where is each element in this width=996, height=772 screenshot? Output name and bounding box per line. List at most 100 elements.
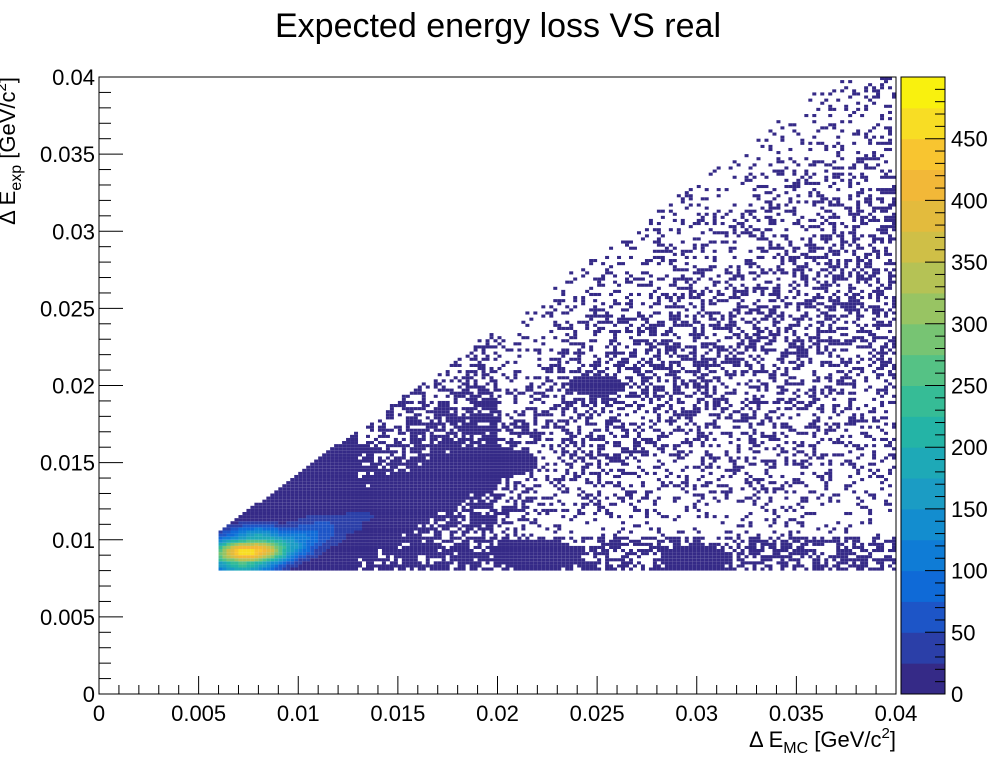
heatmap-cell <box>688 203 693 207</box>
heatmap-cell <box>346 450 351 454</box>
heatmap-cell <box>672 558 677 562</box>
heatmap-cell <box>413 545 418 549</box>
heatmap-cell <box>294 549 299 553</box>
heatmap-cell <box>696 493 701 497</box>
heatmap-cell <box>676 456 681 460</box>
heatmap-cell <box>712 564 717 568</box>
heatmap-cell <box>453 360 458 364</box>
heatmap-cell <box>362 524 366 528</box>
heatmap-cell <box>529 561 534 565</box>
heatmap-cell <box>501 471 506 475</box>
heatmap-cell <box>617 530 622 534</box>
heatmap-cell <box>350 549 355 553</box>
heatmap-cell <box>369 490 374 494</box>
heatmap-cell <box>553 363 558 367</box>
heatmap-cell <box>617 379 622 383</box>
heatmap-cell <box>629 305 633 309</box>
heatmap-cell <box>322 471 327 475</box>
heatmap-cell <box>397 471 402 475</box>
heatmap-cell <box>712 404 717 408</box>
heatmap-cell <box>358 502 362 506</box>
heatmap-cell <box>401 481 406 485</box>
heatmap-cell <box>605 564 610 568</box>
heatmap-cell <box>385 567 390 571</box>
heatmap-cell <box>585 481 590 485</box>
heatmap-cell <box>425 453 430 457</box>
heatmap-cell <box>473 431 478 435</box>
heatmap-cell <box>334 515 339 519</box>
heatmap-cell <box>461 419 466 423</box>
heatmap-cell <box>437 493 442 497</box>
heatmap-cell <box>322 518 327 522</box>
heatmap-cell <box>573 305 578 309</box>
heatmap-cell <box>358 524 362 528</box>
heatmap-cell <box>513 545 518 549</box>
heatmap-cell <box>421 447 426 451</box>
heatmap-cell <box>441 437 446 442</box>
heatmap-cell <box>553 404 558 408</box>
heatmap-cell <box>613 323 618 327</box>
heatmap-cell <box>577 348 582 352</box>
heatmap-cell <box>601 434 606 438</box>
heatmap-cell <box>473 484 478 488</box>
heatmap-cell <box>461 524 466 528</box>
heatmap-cell <box>330 561 335 565</box>
heatmap-cell <box>636 561 641 565</box>
heatmap-cell <box>720 490 725 494</box>
heatmap-cell <box>461 459 466 463</box>
heatmap-cell <box>581 391 586 395</box>
heatmap-cell <box>473 555 478 559</box>
heatmap-cell <box>326 545 331 549</box>
heatmap-cell <box>449 490 454 494</box>
heatmap-cell <box>385 416 390 420</box>
heatmap-cell <box>373 493 378 497</box>
heatmap-cell <box>696 376 701 380</box>
heatmap-cell <box>465 397 470 401</box>
heatmap-cell <box>704 422 709 426</box>
heatmap-cell <box>409 459 414 463</box>
heatmap-cell <box>545 558 550 562</box>
heatmap-cell <box>469 496 474 500</box>
heatmap-cell <box>533 416 538 420</box>
heatmap-cell <box>405 471 410 475</box>
heatmap-cell <box>660 209 665 213</box>
heatmap-cell <box>621 558 626 562</box>
heatmap-cell <box>362 558 366 562</box>
heatmap-cell <box>373 518 378 522</box>
heatmap-cell <box>425 502 430 506</box>
heatmap-cell <box>338 567 343 571</box>
heatmap-cell <box>369 530 374 534</box>
heatmap-cell <box>533 484 538 488</box>
heatmap-cell <box>222 545 227 549</box>
heatmap-cell <box>708 357 713 361</box>
heatmap-cell <box>409 416 414 420</box>
heatmap-cell <box>473 385 478 389</box>
heatmap-cell <box>242 527 247 531</box>
heatmap-cell <box>493 379 498 383</box>
heatmap-cell <box>461 481 466 485</box>
heatmap-cell <box>573 342 578 346</box>
heatmap-cell <box>437 471 442 475</box>
heatmap-cell <box>405 549 410 553</box>
heatmap-cell <box>553 539 558 543</box>
heatmap-cell <box>381 567 386 571</box>
heatmap-cell <box>656 545 661 549</box>
heatmap-cell <box>449 459 454 463</box>
heatmap-cell <box>282 527 287 531</box>
heatmap-cell <box>425 552 430 556</box>
heatmap-cell <box>449 484 454 488</box>
heatmap-cell <box>310 561 315 565</box>
heatmap-cell <box>234 530 239 534</box>
heatmap-cell <box>358 515 362 519</box>
heatmap-cell <box>250 508 255 512</box>
heatmap-cell <box>676 564 681 568</box>
heatmap-cell <box>441 450 446 454</box>
heatmap-cell <box>318 456 323 460</box>
heatmap-cell <box>640 314 645 318</box>
heatmap-cell <box>258 567 263 571</box>
heatmap-cell <box>553 555 558 559</box>
heatmap-cell <box>688 549 693 553</box>
heatmap-cell <box>473 530 478 534</box>
heatmap-cell <box>557 376 562 380</box>
heatmap-cell <box>290 524 295 528</box>
